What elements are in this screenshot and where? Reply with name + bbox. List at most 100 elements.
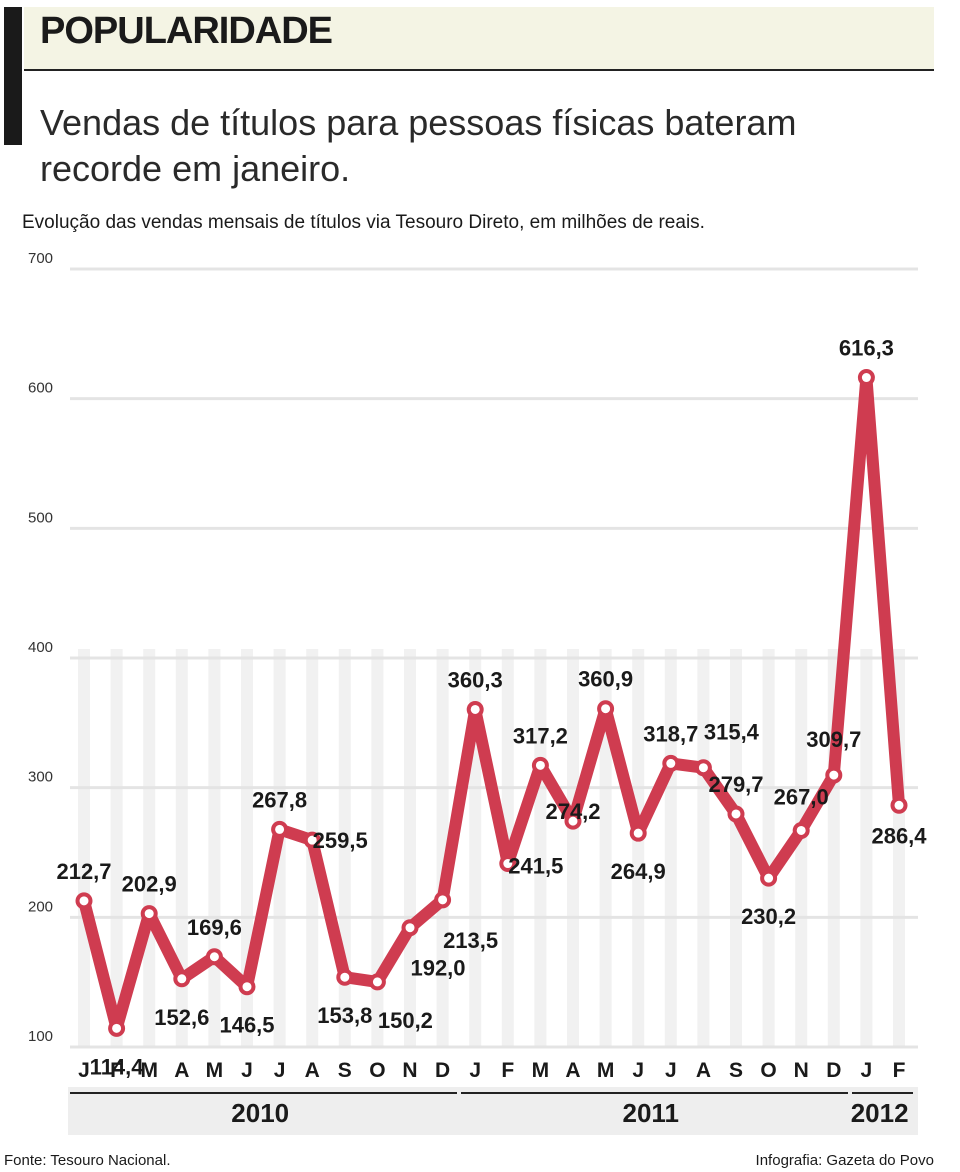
y-tick-label: 200 xyxy=(28,898,53,915)
header-band xyxy=(24,7,934,71)
data-point xyxy=(597,700,615,718)
data-label: 153,8 xyxy=(317,1003,372,1028)
x-tick-label: J xyxy=(665,1059,677,1082)
month-band xyxy=(436,649,449,1047)
data-label: 286,4 xyxy=(871,823,927,848)
x-tick-label: F xyxy=(893,1059,906,1082)
data-point xyxy=(140,905,158,923)
data-label: 274,2 xyxy=(545,799,600,824)
data-label: 318,7 xyxy=(643,721,698,746)
x-tick-label: J xyxy=(78,1059,90,1082)
y-tick-label: 300 xyxy=(28,769,53,786)
month-band xyxy=(110,649,123,1047)
credit-note: Infografia: Gazeta do Povo xyxy=(755,1152,934,1169)
month-band xyxy=(371,649,384,1047)
y-tick-label: 100 xyxy=(28,1028,53,1045)
data-point xyxy=(238,978,256,996)
x-tick-label: A xyxy=(174,1059,189,1082)
data-point xyxy=(466,700,484,718)
y-tick-label: 500 xyxy=(28,509,53,526)
data-label: 360,3 xyxy=(448,667,503,692)
data-label: 169,6 xyxy=(187,915,242,940)
data-label: 317,2 xyxy=(513,723,568,748)
x-tick-label: D xyxy=(826,1059,841,1082)
data-point xyxy=(173,970,191,988)
data-label: 267,8 xyxy=(252,787,307,812)
data-label: 202,9 xyxy=(122,872,177,897)
year-band xyxy=(68,1087,918,1135)
data-label: 213,5 xyxy=(443,928,498,953)
data-point xyxy=(727,805,745,823)
data-label: 315,4 xyxy=(704,720,760,745)
data-label: 230,2 xyxy=(741,904,796,929)
data-label: 192,0 xyxy=(410,956,465,981)
x-tick-label: M xyxy=(532,1059,550,1082)
data-label: 309,7 xyxy=(806,727,861,752)
data-point xyxy=(303,831,321,849)
x-tick-label: J xyxy=(274,1059,286,1082)
month-band xyxy=(632,649,645,1047)
month-band xyxy=(208,649,221,1047)
data-point xyxy=(205,948,223,966)
data-label: 152,6 xyxy=(154,1005,209,1030)
data-point xyxy=(271,820,289,838)
x-tick-label: N xyxy=(794,1059,809,1082)
data-label: 241,5 xyxy=(508,854,563,879)
month-band xyxy=(664,649,677,1047)
page-title: POPULARIDADE xyxy=(40,10,333,52)
data-point xyxy=(825,766,843,784)
data-point xyxy=(108,1019,126,1037)
data-point xyxy=(662,754,680,772)
year-label: 2010 xyxy=(231,1098,290,1128)
year-label: 2011 xyxy=(622,1098,679,1128)
month-band xyxy=(860,649,873,1047)
source-note: Fonte: Tesouro Nacional. xyxy=(4,1152,171,1169)
data-point xyxy=(401,919,419,937)
year-bracket xyxy=(852,1092,913,1094)
month-band xyxy=(730,649,742,1047)
data-point xyxy=(434,891,452,909)
data-point xyxy=(629,824,647,842)
month-band xyxy=(762,649,775,1047)
data-point xyxy=(890,796,908,814)
data-label: 150,2 xyxy=(378,1008,433,1033)
x-tick-label: S xyxy=(729,1059,743,1082)
x-tick-label: O xyxy=(760,1059,776,1082)
data-label: 146,5 xyxy=(219,1013,274,1038)
data-label: 259,5 xyxy=(313,828,368,853)
data-label: 212,7 xyxy=(56,859,111,884)
chart-description: Evolução das vendas mensais de títulos v… xyxy=(22,212,705,233)
x-tick-label: M xyxy=(597,1059,615,1082)
y-tick-label: 700 xyxy=(28,250,53,267)
month-band xyxy=(795,649,808,1047)
x-tick-label: J xyxy=(632,1059,644,1082)
data-point xyxy=(336,968,354,986)
data-point xyxy=(75,892,93,910)
page-subtitle: Vendas de títulos para pessoas físicas b… xyxy=(40,102,797,189)
year-bracket xyxy=(461,1092,848,1094)
x-tick-label: S xyxy=(338,1059,352,1082)
data-label: 279,7 xyxy=(708,772,763,797)
data-label: 264,9 xyxy=(611,859,666,884)
data-label: 616,3 xyxy=(839,336,894,361)
data-point xyxy=(368,973,386,991)
month-band xyxy=(567,649,579,1047)
data-point xyxy=(857,369,875,387)
x-tick-label: A xyxy=(305,1059,320,1082)
data-point xyxy=(499,855,517,873)
year-label: 2012 xyxy=(850,1098,909,1128)
accent-bar xyxy=(4,7,22,145)
x-tick-label: D xyxy=(435,1059,450,1082)
x-tick-label: M xyxy=(140,1059,158,1082)
data-point xyxy=(531,756,549,774)
year-bracket xyxy=(70,1092,457,1094)
x-tick-label: M xyxy=(206,1059,224,1082)
x-tick-label: F xyxy=(501,1059,514,1082)
x-tick-label: A xyxy=(696,1059,711,1082)
month-band xyxy=(534,649,547,1047)
x-tick-label: J xyxy=(861,1059,873,1082)
month-band xyxy=(143,649,156,1047)
data-point xyxy=(792,821,810,839)
data-label: 114,4 xyxy=(90,1054,145,1079)
